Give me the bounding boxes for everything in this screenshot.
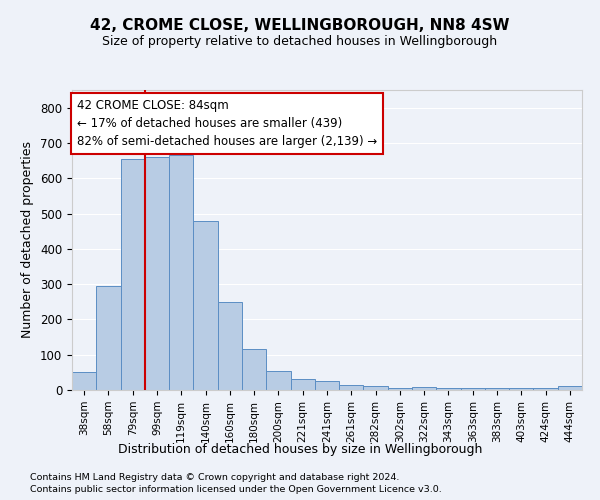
Y-axis label: Number of detached properties: Number of detached properties — [22, 142, 34, 338]
Bar — [509, 388, 533, 390]
Bar — [558, 386, 582, 390]
Bar — [461, 388, 485, 390]
Bar — [485, 388, 509, 390]
Text: Distribution of detached houses by size in Wellingborough: Distribution of detached houses by size … — [118, 442, 482, 456]
Bar — [436, 388, 461, 390]
Bar — [533, 388, 558, 390]
Bar — [388, 388, 412, 390]
Bar — [72, 372, 96, 390]
Text: 42 CROME CLOSE: 84sqm
← 17% of detached houses are smaller (439)
82% of semi-det: 42 CROME CLOSE: 84sqm ← 17% of detached … — [77, 99, 377, 148]
Bar — [266, 370, 290, 390]
Bar — [412, 387, 436, 390]
Bar — [315, 381, 339, 390]
Bar — [193, 220, 218, 390]
Text: Contains HM Land Registry data © Crown copyright and database right 2024.: Contains HM Land Registry data © Crown c… — [30, 472, 400, 482]
Bar — [242, 350, 266, 390]
Bar — [96, 286, 121, 390]
Text: Contains public sector information licensed under the Open Government Licence v3: Contains public sector information licen… — [30, 485, 442, 494]
Bar — [364, 386, 388, 390]
Bar — [339, 384, 364, 390]
Bar — [290, 380, 315, 390]
Bar — [121, 159, 145, 390]
Text: Size of property relative to detached houses in Wellingborough: Size of property relative to detached ho… — [103, 35, 497, 48]
Bar — [169, 156, 193, 390]
Bar — [218, 302, 242, 390]
Bar — [145, 157, 169, 390]
Text: 42, CROME CLOSE, WELLINGBOROUGH, NN8 4SW: 42, CROME CLOSE, WELLINGBOROUGH, NN8 4SW — [90, 18, 510, 32]
